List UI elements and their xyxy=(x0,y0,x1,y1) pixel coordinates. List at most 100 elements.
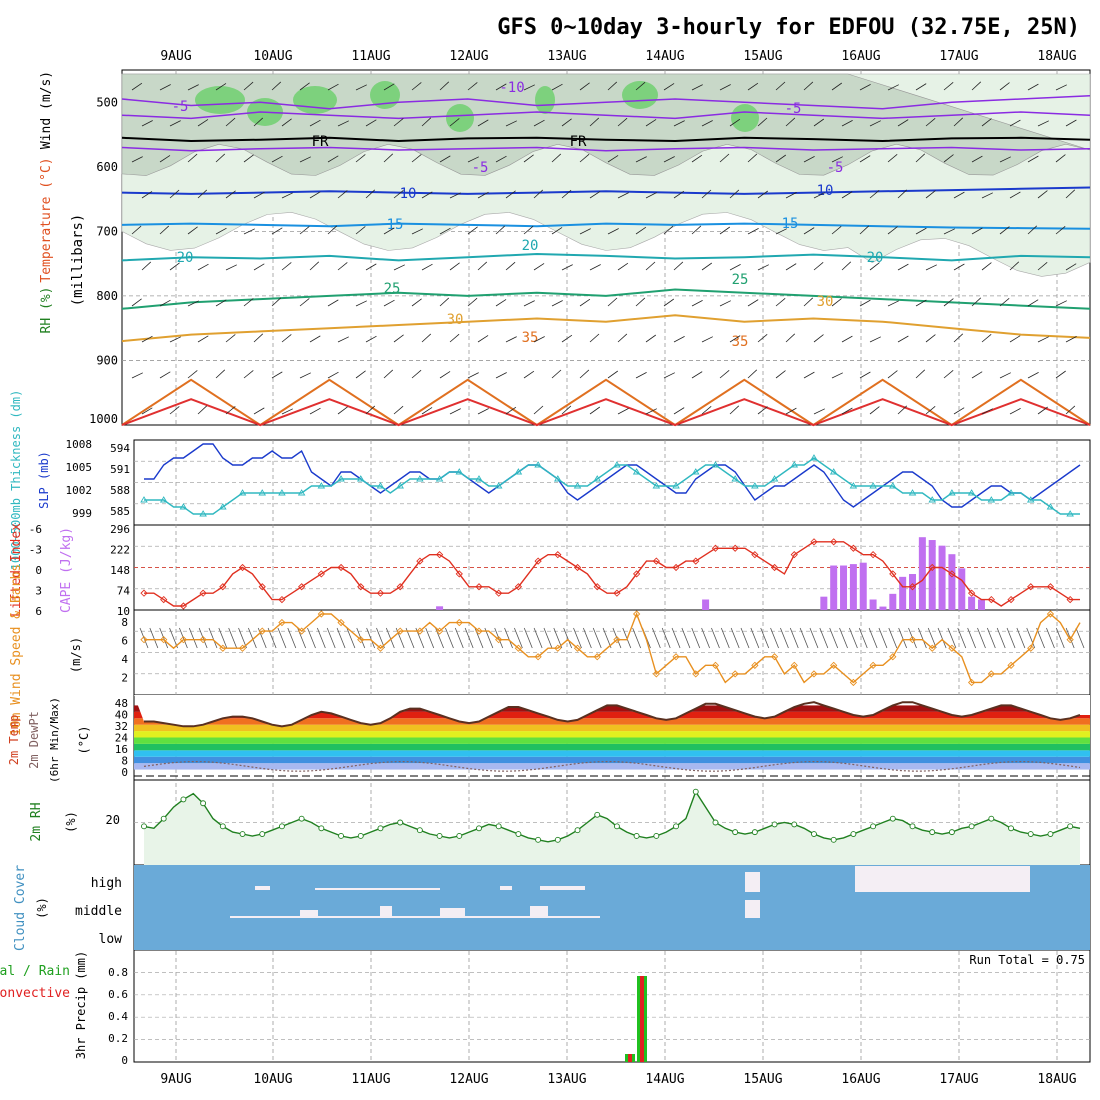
wind-barb xyxy=(477,191,489,199)
lifted-index-line-point xyxy=(613,589,621,597)
wind-speed-line-point xyxy=(298,627,306,635)
thickness-line-point xyxy=(632,468,641,475)
thickness-line-point xyxy=(869,482,877,489)
wind-barb xyxy=(607,81,618,91)
cloud-unit-label: (%) xyxy=(35,897,49,919)
wind-barb xyxy=(281,262,292,271)
wind-barb xyxy=(711,627,720,649)
wind-barb xyxy=(953,407,965,415)
temp-tick: 40 xyxy=(115,709,128,722)
wind-barb xyxy=(999,372,1011,379)
date-label-bottom: 10AUG xyxy=(253,1072,292,1087)
wind-panel: 8 6 4 2 xyxy=(121,610,1085,687)
wind-barb xyxy=(551,227,563,235)
temp-color-band xyxy=(134,711,1090,719)
cloud-bar xyxy=(300,910,318,918)
wind-barb xyxy=(421,117,432,127)
rh-high-blob xyxy=(370,81,400,109)
wind-speed-line-point xyxy=(554,644,562,652)
wind-speed-line-point xyxy=(967,678,976,687)
wind-barb xyxy=(573,627,582,649)
cloud-bar xyxy=(905,880,920,892)
lifted-index-axis-label: Lifted Index xyxy=(9,523,24,617)
wind-speed-line-point xyxy=(455,618,463,627)
wind-barb xyxy=(253,191,265,199)
thickness-line-point xyxy=(711,461,720,468)
wind-barb xyxy=(971,81,982,91)
wind-barb xyxy=(971,297,982,307)
precip-tick: 0.6 xyxy=(108,988,128,1001)
dewpoint-line xyxy=(143,760,1081,772)
wind-barb xyxy=(869,120,881,127)
rh-line-point xyxy=(791,821,798,828)
wind-barb xyxy=(243,370,254,379)
thickness-line-point xyxy=(731,475,739,482)
wind-barb xyxy=(1027,372,1039,379)
wind-barb xyxy=(887,226,898,235)
wind-barb xyxy=(663,298,675,307)
wind-barb xyxy=(607,370,619,379)
wind-barb xyxy=(187,84,199,91)
rh-line-point xyxy=(141,823,147,830)
wind-barb xyxy=(651,627,661,649)
wind-barb xyxy=(915,153,926,163)
wind-speed-line-point xyxy=(849,678,858,687)
wind-barb xyxy=(691,371,703,379)
wind-barb xyxy=(701,627,710,649)
wind-barb xyxy=(1027,155,1039,163)
wind-barb xyxy=(187,300,199,307)
wind-barb xyxy=(454,627,464,649)
lifted-index-line-point xyxy=(632,570,641,578)
lifted-index-line-point xyxy=(416,557,424,565)
temp-color-band xyxy=(134,705,1090,712)
wind-barb xyxy=(356,627,366,649)
wind-barb xyxy=(169,627,178,649)
wind-barb xyxy=(1009,335,1021,343)
wind-barb xyxy=(632,627,642,649)
wind-barb xyxy=(218,627,228,649)
wind-barb xyxy=(439,81,450,91)
wind-barb xyxy=(467,226,478,235)
cape-bar xyxy=(968,596,976,610)
wind-barb xyxy=(495,299,507,307)
wind-speed-line-point xyxy=(199,636,207,644)
lifted-index-line-point xyxy=(238,563,247,572)
wind-barb xyxy=(908,627,917,649)
date-label-top: 11AUG xyxy=(351,49,390,64)
precip-frame xyxy=(133,949,1091,1063)
dewpoint-axis-label: 2m DewPt xyxy=(27,711,41,769)
wind-barb xyxy=(607,155,619,163)
lifted-index-line-point xyxy=(810,538,818,546)
wind-barb xyxy=(393,334,404,343)
wind-barb xyxy=(953,117,964,127)
wind-barb xyxy=(238,627,247,649)
cape-bar xyxy=(909,574,917,610)
wind-barb xyxy=(760,627,770,649)
rh-line-point xyxy=(495,823,502,830)
rh-line-point xyxy=(771,821,778,828)
cape-panel: -6 -3 0 3 6 296 222 148 74 10 xyxy=(29,523,1090,618)
wind-barb xyxy=(411,154,422,163)
wind-barb xyxy=(878,627,888,649)
rh-line-point xyxy=(811,831,817,837)
wind-barb xyxy=(1037,261,1048,271)
wind-barb xyxy=(523,370,535,379)
wind-barb xyxy=(803,227,815,235)
thickness-line-point xyxy=(376,482,385,489)
wind-barb xyxy=(780,627,789,649)
date-label-bottom: 9AUG xyxy=(160,1072,191,1087)
wind-barb xyxy=(757,406,768,415)
wind-barb xyxy=(943,81,954,91)
wind-barb xyxy=(1065,405,1076,415)
wind-speed-line-point xyxy=(238,644,247,652)
thickness-line-point xyxy=(179,503,188,510)
wind-barb xyxy=(1009,119,1021,127)
wind-barb xyxy=(719,226,731,235)
cape-bar xyxy=(849,564,857,610)
rh-tick: 20 xyxy=(106,813,120,827)
li-tick: -3 xyxy=(29,544,42,557)
date-label-top: 14AUG xyxy=(645,49,684,64)
rh-high-blob xyxy=(446,104,474,132)
wind-barb xyxy=(898,627,908,649)
